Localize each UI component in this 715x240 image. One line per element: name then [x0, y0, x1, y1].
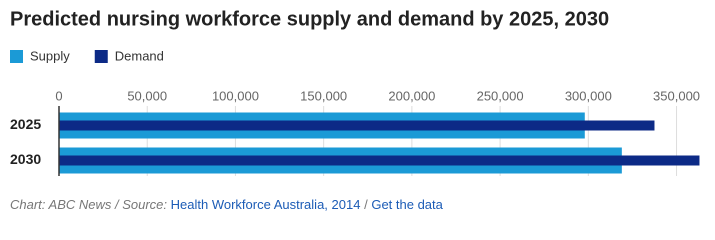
x-tick-label: 300,000 [565, 88, 612, 103]
y-tick-label: 2030 [10, 151, 41, 167]
bars: 2025 2030 [10, 106, 700, 176]
x-tick-label: 250,000 [477, 88, 524, 103]
separator: / [364, 197, 368, 212]
credit: Chart: ABC News / Source: [10, 197, 167, 212]
legend-label: Supply [30, 48, 70, 63]
x-tick-label: 100,000 [212, 88, 259, 103]
chart-title: Predicted nursing workforce supply and d… [10, 8, 609, 30]
footer: Chart: ABC News / Source: Health Workfor… [10, 197, 444, 212]
x-tick-label: 150,000 [300, 88, 347, 103]
chart: Predicted nursing workforce supply and d… [10, 8, 700, 212]
source-link[interactable]: Health Workforce Australia, 2014 [171, 197, 361, 212]
bar [59, 155, 700, 166]
x-tick-label: 350,000 [653, 88, 700, 103]
legend: Supply Demand [10, 48, 164, 63]
legend-swatch [94, 50, 108, 63]
x-tick-label: 50,000 [127, 88, 167, 103]
data-link[interactable]: Get the data [371, 197, 443, 212]
x-tick-label: 0 [55, 88, 62, 103]
legend-swatch [10, 50, 23, 63]
x-tick-label: 200,000 [388, 88, 435, 103]
legend-label: Demand [115, 48, 164, 63]
bar [59, 120, 655, 131]
y-tick-label: 2025 [10, 116, 41, 132]
